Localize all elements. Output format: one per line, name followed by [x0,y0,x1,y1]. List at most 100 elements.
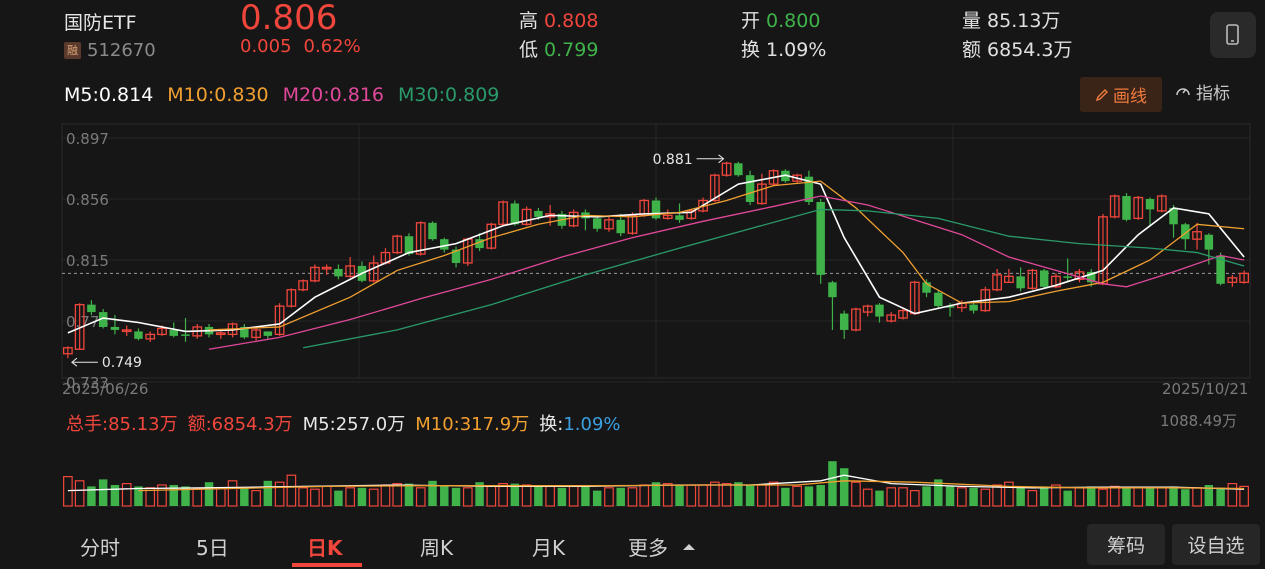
volume-bar-up [1109,485,1120,507]
volume-bar-down [734,482,743,506]
landscape-toggle-button[interactable] [1210,12,1256,58]
price-change-pct: 0.62% [303,36,361,57]
volume-bar-up [980,488,991,507]
tab-daily-k[interactable]: 日K [307,536,343,560]
volume-bar-up [74,480,85,507]
max-arrow-head [718,154,725,164]
y-tick-label: 0.774 [66,313,109,331]
candle-body-up [568,211,579,227]
volume-bar-down [1039,486,1049,506]
volume-bar-down [181,486,190,506]
volume-bar-up [898,487,908,507]
volume-bar-up [274,481,285,507]
volume-bar-down [110,485,120,506]
ma-line-m5 [67,174,1245,334]
volume-bar-up [792,485,802,507]
volume-bar-up [392,482,403,507]
volume-bar-up [521,484,532,507]
volume-bar-down [945,486,955,506]
candle-body-up [345,265,356,278]
volume-bar-down [1086,486,1096,506]
volume-bar-up [757,484,767,507]
candle-body-down [592,218,602,229]
candle-body-down [616,219,625,234]
volume-bar-up [768,481,779,507]
candle-body-up [121,329,132,333]
candle-body-down [839,313,849,330]
volume-m5-label: M5:257.0万 [302,414,406,435]
volume-bar-up [215,487,226,507]
candle-body-up [851,308,861,331]
y-tick-label: 0.856 [66,191,109,209]
volume-bar-up [1051,484,1061,507]
volume-bar-down [169,485,178,506]
tab-monthly-k[interactable]: 月K [532,536,566,560]
candle-body-down [969,304,978,311]
stat-open: 开 0.800 [741,6,820,33]
indicator-button[interactable]: 指标 [1174,79,1230,104]
ma-legend: M5:0.814 M10:0.830 M20:0.816 M30:0.809 [64,84,513,106]
candle-body-down [440,239,449,250]
volume-bar-down [828,461,837,506]
last-price: 0.806 [240,0,338,38]
security-code: 512670 [87,40,156,61]
volume-chart[interactable] [0,432,1265,514]
volume-bar-up [604,487,614,507]
candle-body-down [263,331,273,336]
volume-bar-down [334,490,343,506]
volume-bar-up [1074,487,1085,507]
chip-distribution-button[interactable]: 筹码 [1087,524,1165,565]
stat-low: 低 0.799 [519,35,598,62]
volume-bar-up [851,481,861,507]
stat-low-value: 0.799 [544,39,599,61]
candle-body-down [675,215,684,220]
candle-body-down [181,334,190,336]
candle-body-down [240,326,249,338]
ma20-label: M20:0.816 [282,84,385,106]
candle-body-up [1051,275,1061,288]
volume-bar-down [98,479,108,506]
volume-bar-up [686,484,697,507]
candle-body-up [686,210,697,219]
candle-body-up [157,327,167,336]
candle-body-down [510,203,520,225]
volume-bar-down [1145,487,1155,506]
tab-more[interactable]: 更多 [628,532,696,561]
volume-bar-up [227,480,238,507]
stat-open-label: 开 [741,10,761,32]
add-watchlist-button[interactable]: 设自选 [1172,524,1260,565]
volume-bar-down [875,490,884,506]
candle-body-down [875,304,884,317]
volume-bar-up [1239,485,1249,507]
tab-5day[interactable]: 5日 [196,536,229,560]
draw-line-button[interactable]: 画线 [1080,77,1162,112]
volume-bar-down [1016,487,1025,506]
volume-m10-label: M10:317.9万 [415,414,530,435]
volume-bar-up [321,485,332,507]
candle-body-up [298,280,309,291]
candle-body-up [145,333,156,340]
tab-intraday[interactable]: 分时 [80,536,120,560]
volume-legend: 总手:85.13万 额:6854.3万 M5:257.0万 M10:317.9万 换:1… [66,410,631,436]
volume-bar-down [204,482,214,506]
candle-body-down [816,201,825,275]
volume-bar-down [1181,489,1190,506]
candle-body-up [898,309,908,319]
volume-bar-up [121,482,132,507]
volume-bar-up [909,489,920,507]
ma-line-m20 [208,195,1245,350]
volume-turnover-label: 换: [539,414,564,435]
volume-bar-up [1027,489,1038,507]
stat-low-label: 低 [519,39,539,61]
ma-line-m30 [303,208,1245,349]
tab-weekly-k[interactable]: 周K [420,536,454,560]
start-date-label: 2025/06/26 [62,380,149,398]
ma5-label: M5:0.814 [64,84,154,106]
indicator-label: 指标 [1196,84,1230,104]
draw-line-label: 画线 [1113,87,1147,107]
volume-bar-down [404,483,414,506]
margin-badge: 融 [64,42,81,59]
volume-bar-up [862,488,873,507]
candlestick-chart[interactable]: 0.897 0.856 0.815 0.774 0.733 0.881 0.749 [0,118,1265,400]
volume-bar-up [956,487,967,507]
